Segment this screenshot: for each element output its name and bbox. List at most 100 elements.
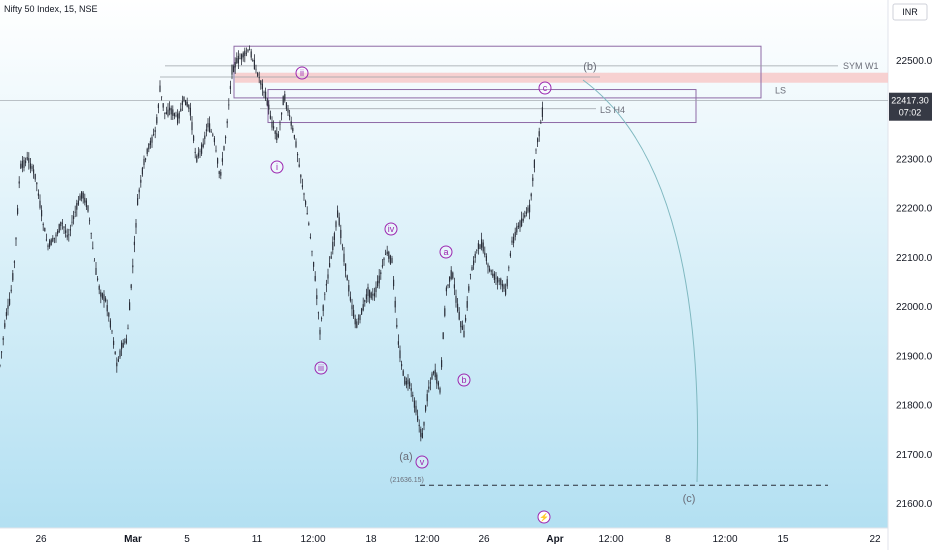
candle-body [250,51,252,58]
candle-body [177,113,179,124]
candle-body [325,283,327,286]
candle-body [253,60,255,70]
candle-body [490,270,492,272]
candle-body [393,279,395,287]
candle-body [297,153,299,156]
candle-body [21,160,23,168]
x-tick-label: 12:00 [414,534,439,545]
wave-iv-label[interactable]: iv [388,224,395,234]
candle-body [4,323,6,328]
candle-body [284,94,286,101]
candle-body [399,350,401,359]
wave-iv-circle [384,222,398,236]
candle-body [71,221,73,223]
candle-body [413,400,415,408]
wave-i-label[interactable]: i [276,162,278,172]
x-tick-label: 26 [35,534,47,545]
wave-b-label[interactable]: b [461,375,466,385]
candle-body [140,179,142,183]
candle-body [217,158,219,164]
candle-body [81,191,83,199]
candle-body [73,216,75,220]
candle-body [361,308,363,315]
candle-body [397,341,399,345]
candle-body [180,108,182,112]
candle-body [285,102,287,109]
candle-body [391,258,393,263]
currency-badge[interactable] [892,3,928,21]
candle-body [369,289,371,298]
candle-body [273,126,275,129]
candle-body [293,134,295,139]
candle-body [103,294,105,302]
candle-body [364,299,366,302]
candle-body [468,286,470,291]
candle-body [530,193,532,197]
candle-body [42,223,44,226]
candle-body [52,237,54,242]
candle-body [479,244,481,250]
candle-body [199,150,201,152]
candle-body [101,293,103,299]
candle-body [447,284,449,286]
candle-body [61,222,63,224]
wave-c-circle [538,81,552,95]
wave-ii-label[interactable]: ii [300,68,304,78]
candle-body [268,104,270,110]
candle-body [233,66,235,72]
candle-body [7,305,9,309]
candle-body [189,107,191,116]
candle-body [28,158,30,163]
candle-body [509,253,511,257]
candle-body [429,382,431,384]
candle-body [367,287,369,297]
candle-body [65,230,67,233]
wave-v-label[interactable]: v [420,457,425,467]
candle-body [13,261,15,263]
candle-body [98,286,100,290]
candle-body [25,160,27,164]
candle-body [529,204,531,213]
candle-body [29,163,31,169]
candle-body [31,166,33,169]
candle-body [535,149,537,151]
wave-big-a-label[interactable]: (a) [399,451,412,463]
candle-body [223,146,225,151]
candle-body [452,272,454,279]
candle-body [156,117,158,124]
candle-body [516,226,518,233]
wave-c-label[interactable]: c [543,83,548,93]
candle-body [111,330,113,332]
candle-body [501,284,503,287]
lightning-icon[interactable]: ⚡ [539,512,549,522]
candle-body [421,433,423,439]
candle-body [213,137,215,143]
candle-body [18,181,20,184]
candle-body [173,113,175,117]
candle-body [79,195,81,201]
ls-h4-zone[interactable] [267,89,697,124]
candle-body [247,49,249,52]
candle-body [186,101,188,107]
candle-body [321,318,323,319]
candle-body [274,130,276,134]
candle-body [465,318,467,321]
candle-body [359,314,361,321]
candle-body [498,280,500,282]
wave-iii-label[interactable]: iii [318,363,324,373]
candle-body [327,274,329,279]
candle-body [508,267,510,269]
wave-big-b-label[interactable]: (b) [583,61,596,73]
candle-body [295,141,297,147]
sym-w1-label: SYM W1 [843,61,879,71]
candle-body [442,332,444,340]
x-tick-label: 12:00 [712,534,737,545]
wave-big-c-label[interactable]: (c) [683,493,696,505]
candle-body [532,177,534,181]
candle-body [521,218,523,227]
candle-body [114,351,116,354]
candle-body [116,362,118,367]
wave-b-circle [457,373,471,387]
wave-a-label[interactable]: a [443,247,448,257]
